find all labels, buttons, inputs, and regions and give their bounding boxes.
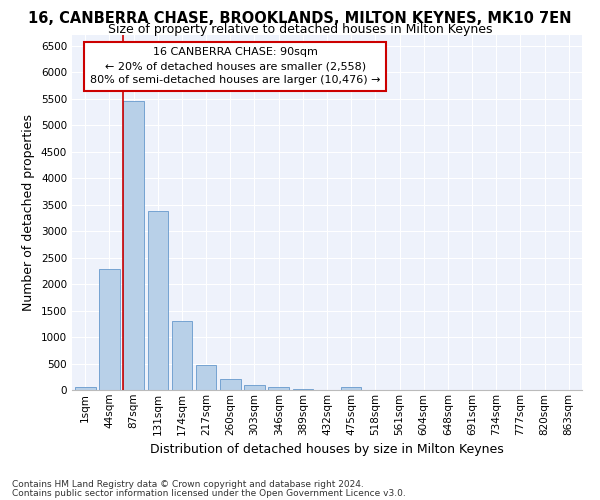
Bar (99, 269, 120, 390)
Text: Size of property relative to detached houses in Milton Keynes: Size of property relative to detached ho… (108, 22, 492, 36)
Bar (172, 320, 192, 390)
Bar (148, 211, 168, 390)
Text: 16, CANBERRA CHASE, BROOKLANDS, MILTON KEYNES, MK10 7EN: 16, CANBERRA CHASE, BROOKLANDS, MILTON K… (28, 11, 572, 26)
Bar (220, 378, 241, 390)
Bar (75, 387, 95, 390)
X-axis label: Distribution of detached houses by size in Milton Keynes: Distribution of detached houses by size … (150, 443, 504, 456)
Text: 16 CANBERRA CHASE: 90sqm
← 20% of detached houses are smaller (2,558)
80% of sem: 16 CANBERRA CHASE: 90sqm ← 20% of detach… (90, 48, 380, 86)
Y-axis label: Number of detached properties: Number of detached properties (22, 114, 35, 311)
Text: Contains public sector information licensed under the Open Government Licence v3: Contains public sector information licen… (12, 488, 406, 498)
Text: Contains HM Land Registry data © Crown copyright and database right 2024.: Contains HM Land Registry data © Crown c… (12, 480, 364, 489)
Bar (124, 101, 144, 390)
Bar (341, 388, 361, 390)
Bar (268, 388, 289, 390)
Bar (244, 385, 265, 390)
Bar (196, 364, 217, 390)
